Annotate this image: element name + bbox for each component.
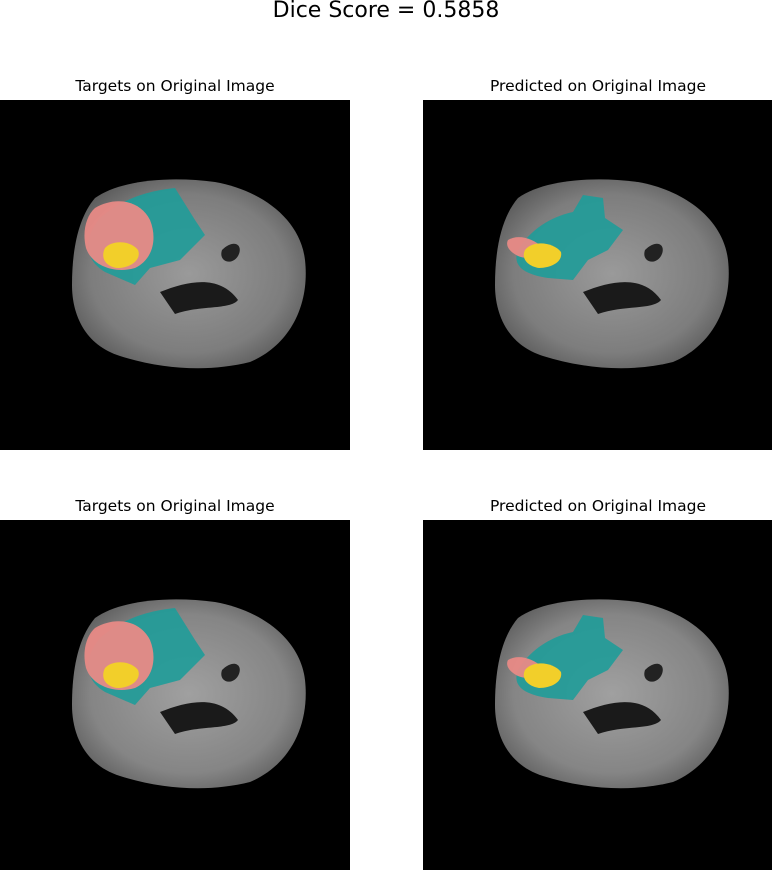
predicted-overlay-image-2: [423, 520, 772, 870]
ventricle: [160, 702, 238, 734]
panel-title-target-2: Targets on Original Image: [75, 497, 275, 515]
mri-slice-predicted-1: [495, 179, 729, 369]
panel-title-target-1: Targets on Original Image: [75, 77, 275, 95]
panel-title-predicted-1: Predicted on Original Image: [489, 77, 707, 95]
ventricle-2: [644, 243, 663, 262]
ventricle: [583, 702, 661, 734]
target-overlay-image-2: [0, 520, 350, 870]
figure-title: Dice Score = 0.5858: [272, 0, 500, 23]
brain-tissue: [495, 599, 729, 789]
target-overlay-image-1: [0, 100, 350, 450]
ventricle-2: [221, 663, 240, 682]
enhancing-tumor-region: [103, 242, 139, 268]
panel-title-predicted-2: Predicted on Original Image: [489, 497, 707, 515]
ventricle: [160, 282, 238, 314]
mri-slice-target-1: [72, 179, 306, 369]
ventricle: [583, 282, 661, 314]
mri-slice-predicted-2: [495, 599, 729, 789]
mri-slice-target-2: [72, 599, 306, 789]
enhancing-tumor-region: [103, 662, 139, 688]
enhancing-tumor-region: [523, 663, 562, 688]
ventricle-2: [221, 243, 240, 262]
predicted-overlay-image-1: [423, 100, 772, 450]
ventricle-2: [644, 663, 663, 682]
enhancing-tumor-region: [523, 243, 562, 268]
brain-tissue: [495, 179, 729, 369]
